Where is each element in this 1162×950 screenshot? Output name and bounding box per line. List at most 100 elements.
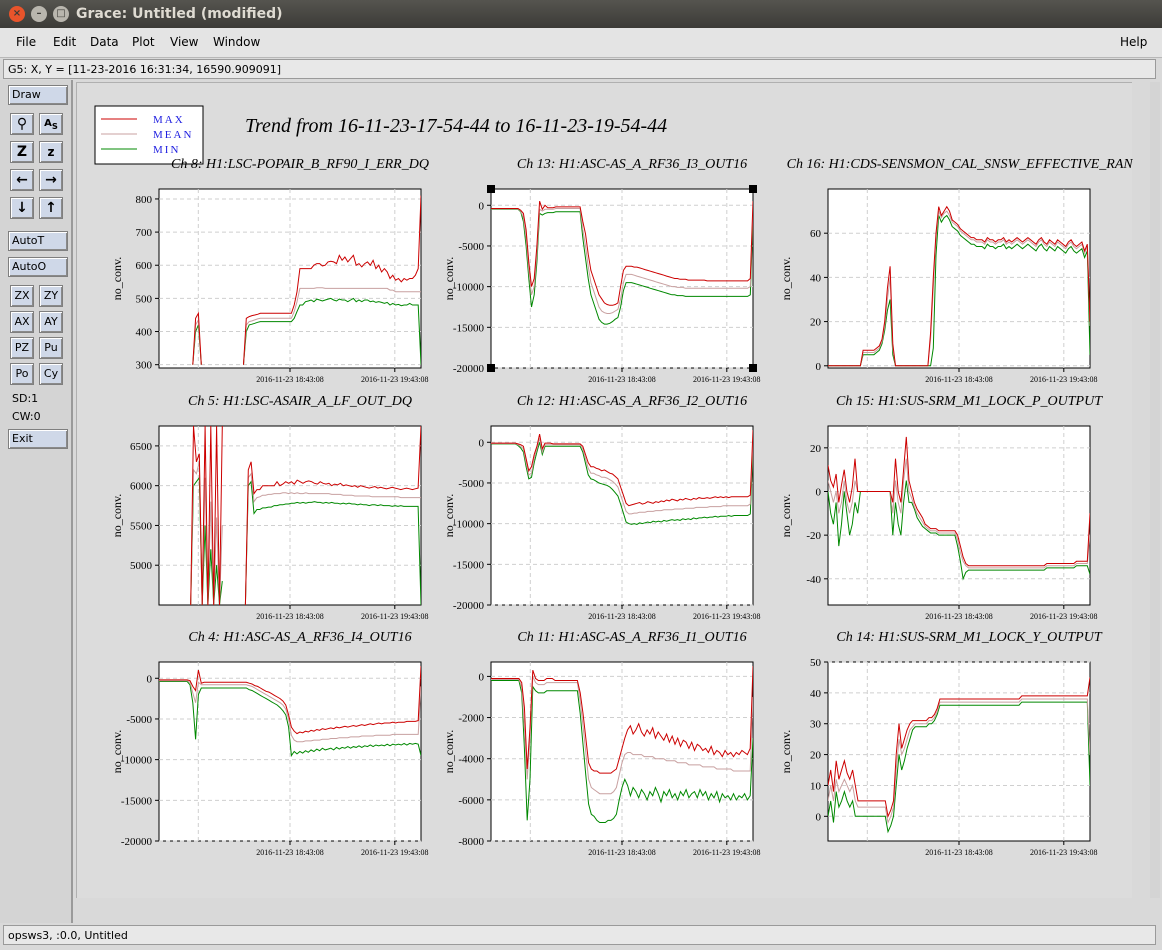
y-tick-label: 40: [810, 272, 822, 284]
zoom-in-icon[interactable]: Z: [10, 141, 34, 163]
x-tick-label: 2016-11-23 18:43:08: [256, 848, 323, 857]
arrow-right-icon[interactable]: →: [39, 169, 63, 191]
y-tick-label: -15000: [453, 322, 485, 334]
pz-button[interactable]: PZ: [10, 337, 34, 359]
series-min-line: [828, 214, 1090, 367]
chart-panel[interactable]: 0 20 40 60 2016-11-23 18:43:08 2016-11-23 19:…: [779, 157, 1152, 384]
chart-panel[interactable]: 0 -5000 -10000 -15000 -20000 2016-11-23 18:43…: [110, 630, 429, 857]
chart-title: Ch 13: H1:ASC-AS_A_RF36_I3_OUT16: [517, 157, 747, 172]
menu-file[interactable]: File: [16, 35, 37, 49]
y-tick-label: 40: [810, 688, 822, 700]
y-tick-label: 0: [479, 671, 485, 683]
zoom-out-icon[interactable]: z: [39, 141, 63, 163]
y-tick-label: 0: [479, 200, 485, 212]
series-mean-line: [159, 680, 421, 743]
arrow-up-icon[interactable]: ↑: [39, 197, 63, 219]
series-max-line: [828, 677, 1090, 818]
y-axis-label: no_conv.: [779, 494, 793, 538]
chart-title: Ch 14: H1:SUS-SRM_M1_LOCK_Y_OUTPUT: [836, 630, 1102, 645]
autoo-button[interactable]: AutoO: [8, 257, 68, 277]
y-tick-label: 0: [147, 673, 153, 685]
y-tick-label: -2000: [458, 713, 484, 725]
x-tick-label: 2016-11-23 18:43:08: [256, 375, 323, 384]
ay-button[interactable]: AY: [39, 311, 63, 333]
menu-edit[interactable]: Edit: [53, 35, 77, 49]
menu-window[interactable]: Window: [213, 35, 261, 49]
status-text: opsws3, :0.0, Untitled: [8, 929, 128, 942]
chart-panel[interactable]: 0 -5000 -10000 -15000 -20000 2016-11-23 18:43…: [442, 157, 761, 384]
menu-plot[interactable]: Plot: [132, 35, 155, 49]
series-min-line: [491, 208, 753, 325]
legend-mean-label: MEAN: [153, 129, 193, 141]
menu-data[interactable]: Data: [90, 35, 119, 49]
status-bar: opsws3, :0.0, Untitled: [3, 925, 1156, 945]
selection-handle[interactable]: [487, 364, 495, 372]
series-max-line: [190, 426, 421, 605]
zy-button[interactable]: ZY: [39, 285, 63, 307]
pu-button[interactable]: Pu: [39, 337, 63, 359]
x-tick-label: 2016-11-23 19:43:08: [1030, 375, 1097, 384]
maximize-icon[interactable]: □: [53, 6, 69, 22]
y-axis-label: no_conv.: [779, 730, 793, 774]
chart-panel[interactable]: 5000 5500 6000 6500 2016-11-23 18:43:08 2016-…: [110, 394, 429, 621]
chart-title: Ch 8: H1:LSC-POPAIR_B_RF90_I_ERR_DQ: [171, 157, 429, 172]
arrow-down-icon[interactable]: ↓: [10, 197, 34, 219]
x-tick-label: 2016-11-23 18:43:08: [925, 612, 992, 621]
chart-panel[interactable]: 0 -5000 -10000 -15000 -20000 2016-11-23 18:43…: [442, 394, 761, 621]
close-icon[interactable]: ×: [9, 6, 25, 22]
y-axis-label: no_conv.: [442, 494, 456, 538]
arrow-left-icon[interactable]: ←: [10, 169, 34, 191]
selection-handle[interactable]: [749, 185, 757, 193]
series-mean-line: [828, 210, 1090, 367]
po-button[interactable]: Po: [10, 363, 34, 385]
y-tick-label: 6500: [130, 441, 153, 453]
x-tick-label: 2016-11-23 18:43:08: [256, 612, 323, 621]
y-tick-label: 500: [136, 293, 153, 305]
plot-canvas[interactable]: MAX MEAN MIN Trend from 16-11-23-17-54-4…: [76, 82, 1152, 898]
exit-button[interactable]: Exit: [8, 429, 68, 449]
chart-frame: [158, 425, 422, 606]
y-tick-label: -5000: [126, 714, 152, 726]
y-axis-label: no_conv.: [779, 257, 793, 301]
y-tick-label: -20: [806, 530, 821, 542]
legend-max-label: MAX: [153, 114, 185, 126]
menu-help[interactable]: Help: [1120, 35, 1148, 49]
y-tick-label: -8000: [458, 836, 484, 848]
series-max-line: [491, 430, 753, 507]
menu-view[interactable]: View: [170, 35, 199, 49]
draw-button[interactable]: Draw: [8, 85, 68, 105]
y-tick-label: -5000: [458, 478, 484, 490]
chart-panel[interactable]: 0 -2000 -4000 -6000 -8000 2016-11-23 18:43:08…: [442, 630, 761, 857]
chart-panel[interactable]: 300 400 500 600 700 800 2016-11-23 18:43:08 201…: [110, 157, 429, 384]
ax-button[interactable]: AX: [10, 311, 34, 333]
selection-handle[interactable]: [749, 364, 757, 372]
series-max-line: [491, 201, 753, 306]
chart-panel[interactable]: 20 0 -20 -40 2016-11-23 18:43:08 2016-11-23 1…: [779, 394, 1103, 621]
zx-button[interactable]: ZX: [10, 285, 34, 307]
cy-button[interactable]: Cy: [39, 363, 63, 385]
selection-handle[interactable]: [487, 185, 495, 193]
series-max-line: [192, 195, 421, 365]
y-tick-label: 5500: [130, 520, 153, 532]
x-tick-label: 2016-11-23 19:43:08: [693, 612, 760, 621]
x-tick-label: 2016-11-23 18:43:08: [925, 848, 992, 857]
legend-frame: [94, 105, 204, 165]
y-tick-label: -40: [806, 574, 821, 586]
menubar: File Edit Data Plot View Window Help: [0, 28, 1162, 58]
autoscale-text-icon[interactable]: AS: [39, 113, 63, 135]
plot-title: Trend from 16-11-23-17-54-44 to 16-11-23…: [245, 115, 667, 137]
chart-title: Ch 15: H1:SUS-SRM_M1_LOCK_P_OUTPUT: [836, 394, 1103, 409]
autot-button[interactable]: AutoT: [8, 231, 68, 251]
y-tick-label: -5000: [458, 241, 484, 253]
y-tick-label: 50: [810, 657, 822, 669]
chart-frame: [490, 425, 754, 606]
cw-label: CW:0: [12, 410, 41, 423]
y-tick-label: 30: [810, 719, 822, 731]
zoom-icon[interactable]: ⚲: [10, 113, 34, 135]
chart-panel[interactable]: 50 40 30 20 10 0 2016-11-23 18:43:08 2016-11-23…: [779, 630, 1103, 857]
vertical-scrollbar[interactable]: [1150, 82, 1160, 898]
x-tick-label: 2016-11-23 18:43:08: [588, 848, 655, 857]
minimize-icon[interactable]: –: [31, 6, 47, 22]
y-axis-label: no_conv.: [110, 257, 124, 301]
